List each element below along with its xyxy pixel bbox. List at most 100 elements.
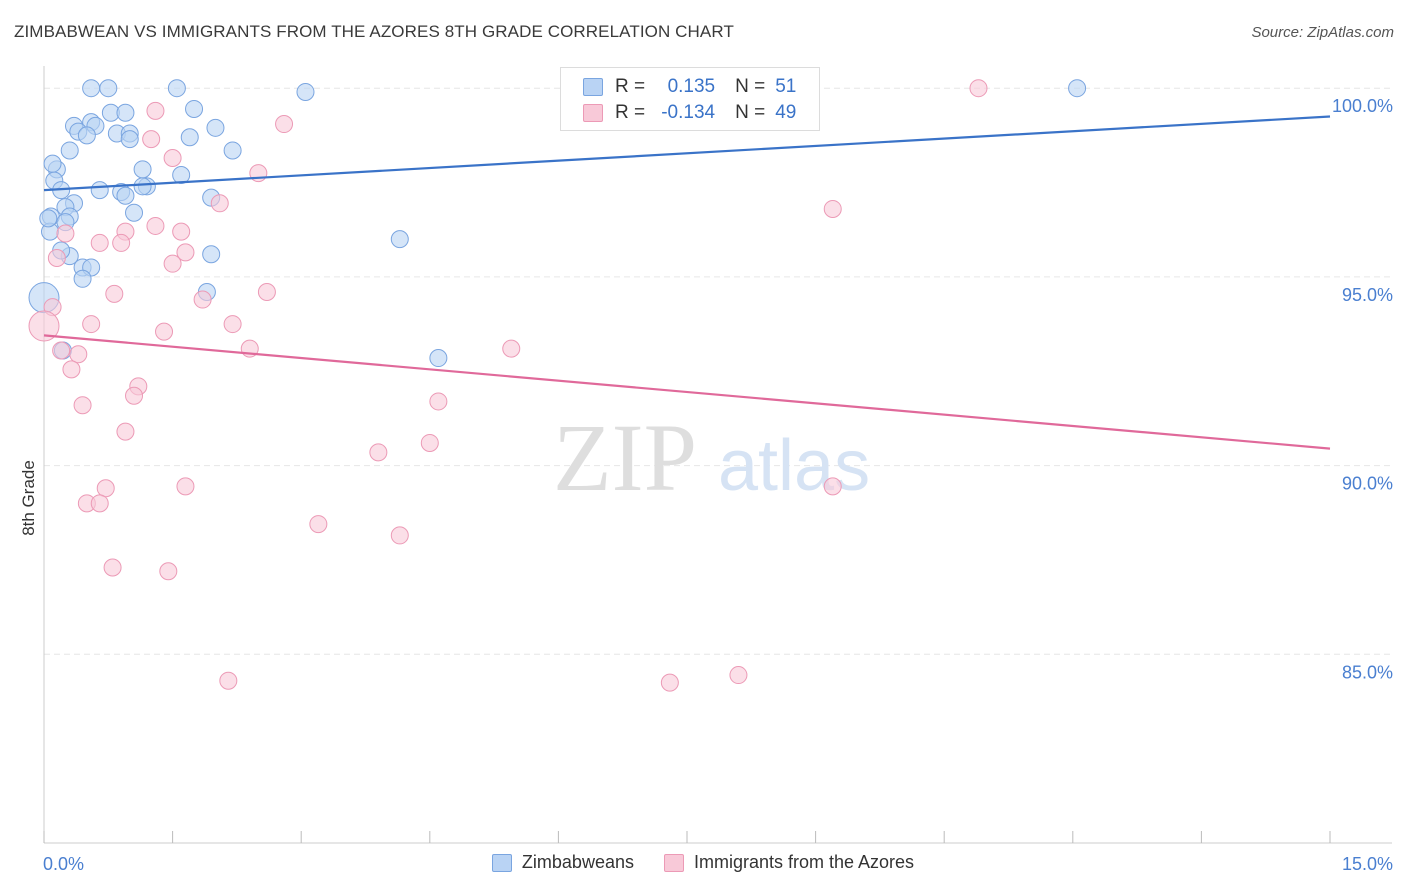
source-label: Source: ZipAtlas.com (1251, 24, 1394, 41)
data-point-azores (62, 360, 81, 379)
data-point-azores (142, 130, 161, 149)
data-point-zimbabweans (180, 128, 199, 147)
data-point-zimbabweans (116, 186, 135, 205)
trend-lines (43, 115, 1331, 450)
data-point-azores (163, 149, 182, 168)
r-value: -0.134 (661, 102, 716, 123)
data-point-azores (729, 666, 748, 685)
data-point-azores (257, 282, 276, 301)
n-label: N = (735, 102, 766, 123)
data-point-zimbabweans (390, 230, 409, 249)
data-point-azores (112, 233, 131, 252)
data-point-zimbabweans (120, 130, 139, 149)
data-point-zimbabweans (82, 79, 101, 98)
data-point-azores (90, 233, 109, 252)
data-point-zimbabweans (99, 79, 118, 98)
legend-swatch-blue (583, 78, 603, 96)
n-value: 51 (775, 76, 797, 97)
data-point-zimbabweans (90, 181, 109, 200)
tick-labels: 100.0% 95.0% 90.0% 85.0% 0.0% 15.0% (43, 96, 1393, 874)
data-point-zimbabweans (223, 141, 242, 160)
x-tick-label: 15.0% (1342, 854, 1393, 874)
y-tick-label: 85.0% (1342, 662, 1393, 682)
data-point-azores (90, 494, 109, 513)
data-point-azores (146, 216, 165, 235)
data-point-azores (69, 345, 88, 364)
watermark-zip: ZIP (553, 404, 697, 511)
data-point-zimbabweans (43, 154, 62, 173)
data-point-zimbabweans (172, 165, 191, 184)
data-point-azores (146, 101, 165, 120)
data-point-azores (390, 526, 409, 545)
r-value: 0.135 (667, 76, 716, 97)
data-point-zimbabweans (429, 349, 448, 368)
data-point-azores (502, 339, 521, 358)
data-point-azores (223, 315, 242, 334)
y-tick-label: 95.0% (1342, 285, 1393, 305)
data-point-azores (56, 224, 75, 243)
series-zimbabweans (28, 79, 1087, 368)
data-point-zimbabweans (125, 203, 144, 222)
data-point-zimbabweans (73, 269, 92, 288)
data-point-azores (82, 315, 101, 334)
data-point-azores (116, 422, 135, 441)
data-point-zimbabweans (202, 245, 221, 264)
data-point-azores (28, 310, 60, 342)
trend-line-zimbabweans (43, 115, 1331, 192)
data-point-azores (660, 673, 679, 692)
data-point-zimbabweans (1068, 79, 1087, 98)
series-azores (28, 79, 988, 692)
axes (43, 66, 1392, 844)
data-point-azores (193, 290, 212, 309)
legend-row-azores: R = -0.134 N = 49 (583, 101, 796, 125)
data-point-zimbabweans (133, 177, 152, 196)
y-tick-label: 100.0% (1332, 96, 1393, 116)
data-point-azores (105, 284, 124, 303)
data-point-azores (103, 558, 122, 577)
legend-label-azores: Immigrants from the Azores (693, 852, 915, 872)
data-point-zimbabweans (133, 160, 152, 179)
data-point-azores (275, 115, 294, 134)
y-tick-label: 90.0% (1342, 474, 1393, 494)
data-point-azores (73, 396, 92, 415)
data-point-azores (823, 477, 842, 496)
data-point-azores (219, 671, 238, 690)
correlation-legend: R = 0.135 N = 51 R = -0.134 N = 49 (560, 67, 820, 131)
data-point-azores (420, 433, 439, 452)
data-point-azores (176, 243, 195, 262)
data-point-zimbabweans (77, 126, 96, 145)
chart-title: ZIMBABWEAN VS IMMIGRANTS FROM THE AZORES… (14, 22, 734, 41)
data-point-zimbabweans (206, 118, 225, 137)
legend-item-zimbabweans: Zimbabweans (491, 852, 634, 873)
data-point-azores (47, 249, 66, 268)
legend-item-azores: Immigrants from the Azores (663, 852, 915, 873)
data-point-zimbabweans (60, 141, 79, 160)
data-point-zimbabweans (185, 99, 204, 118)
data-point-zimbabweans (39, 209, 58, 228)
data-point-azores (969, 79, 988, 98)
data-point-azores (96, 479, 115, 498)
data-point-zimbabweans (167, 79, 186, 98)
data-point-azores (309, 515, 328, 534)
data-point-zimbabweans (116, 103, 135, 122)
legend-row-zimbabweans: R = 0.135 N = 51 (583, 75, 796, 99)
x-tick-label: 0.0% (43, 854, 84, 874)
data-point-azores (163, 254, 182, 273)
y-axis-label: 8th Grade (19, 460, 38, 536)
data-point-azores (369, 443, 388, 462)
gridlines (44, 87, 1392, 655)
data-point-zimbabweans (296, 82, 315, 101)
watermark-atlas: atlas (718, 426, 870, 506)
r-label: R = (615, 76, 646, 97)
n-value: 49 (775, 102, 797, 123)
series-legend: Zimbabweans Immigrants from the Azores (0, 852, 1406, 873)
legend-swatch-pink (663, 853, 684, 872)
data-point-azores (155, 322, 174, 341)
data-point-azores (159, 562, 178, 581)
data-point-azores (210, 194, 229, 213)
data-point-azores (429, 392, 448, 411)
data-point-azores (172, 222, 191, 241)
n-label: N = (735, 76, 766, 97)
trend-line-azores (43, 334, 1331, 450)
